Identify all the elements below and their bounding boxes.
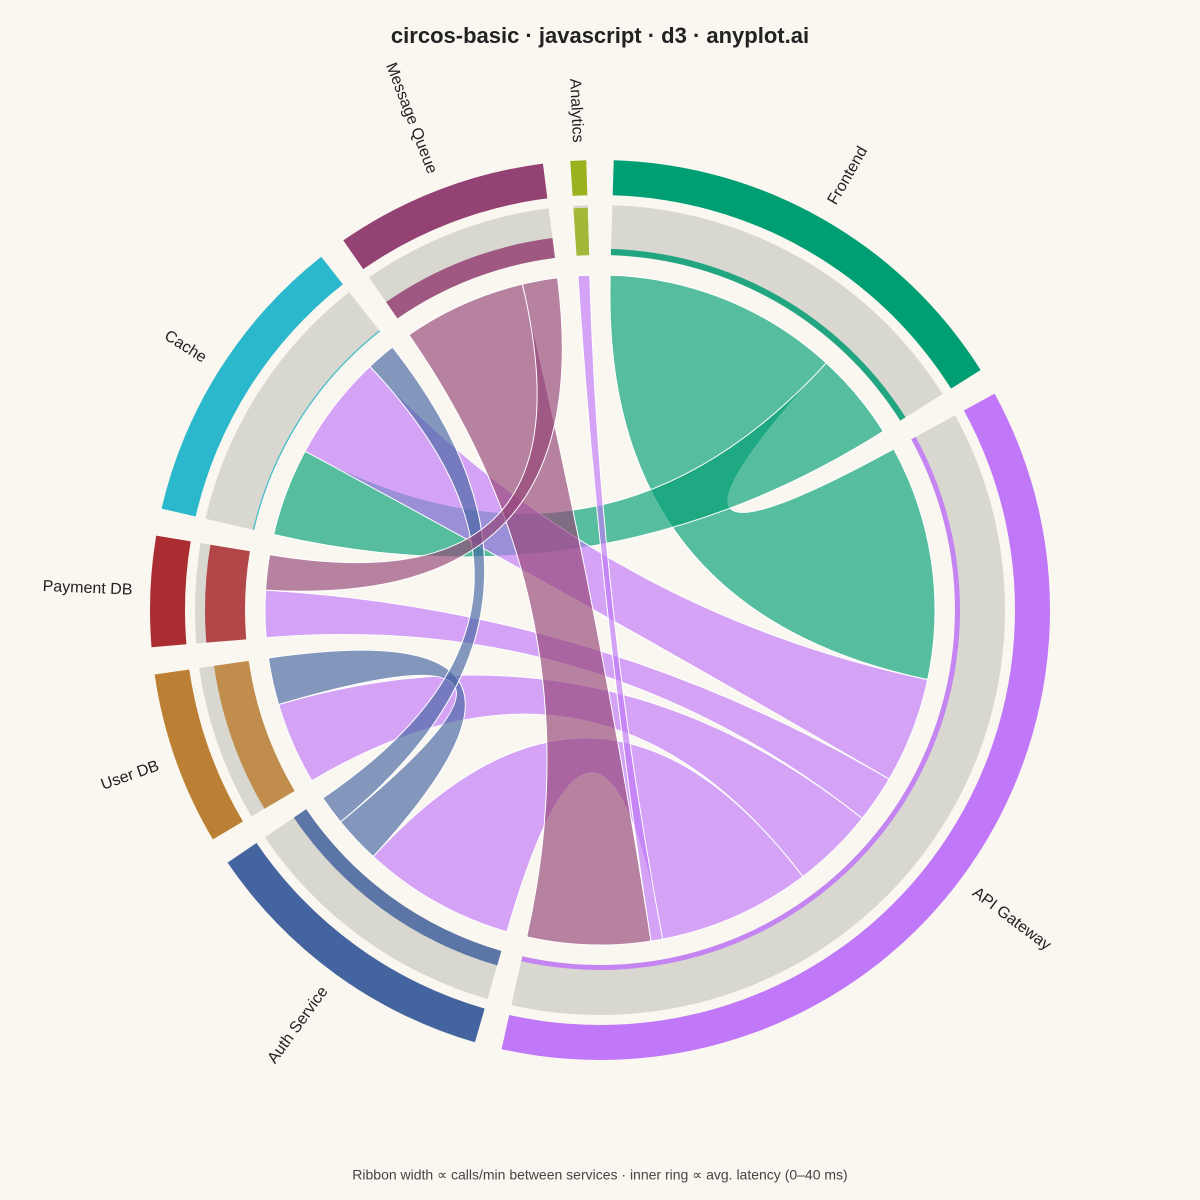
node-label: Frontend	[825, 144, 872, 208]
latency-bar	[293, 809, 502, 966]
ribbon	[322, 346, 486, 823]
chart-title: circos-basic · javascript · d3 · anyplot…	[391, 23, 809, 48]
ribbon	[265, 277, 563, 592]
latency-bar	[386, 238, 555, 319]
ribbon	[609, 274, 936, 681]
latency-track	[511, 415, 1005, 1015]
node-label: Payment DB	[42, 578, 132, 599]
node-label: Message Queue	[382, 60, 440, 176]
segment-arc	[161, 256, 343, 517]
segment-arc	[227, 842, 485, 1043]
ribbon	[264, 589, 890, 820]
ribbon	[577, 274, 664, 942]
node-label: Auth Service	[265, 983, 332, 1066]
ribbon	[267, 649, 466, 858]
node-label: User DB	[99, 758, 162, 794]
node-label: API Gateway	[969, 884, 1054, 954]
latency-bar	[214, 660, 295, 809]
segment-arc	[501, 393, 1050, 1061]
segment-arc	[149, 535, 191, 648]
caption: Ribbon width ∝ calls/min between service…	[352, 1167, 847, 1183]
segment-arc	[343, 163, 548, 270]
latency-bar	[573, 207, 590, 256]
segment-arc	[570, 160, 588, 196]
latency-track	[205, 292, 381, 531]
ribbons	[264, 274, 936, 946]
latency-bar	[204, 544, 250, 643]
segment-arc	[154, 669, 243, 840]
node-label: Analytics	[566, 78, 586, 143]
segment-arc	[612, 160, 981, 389]
node-label: Cache	[161, 327, 209, 366]
